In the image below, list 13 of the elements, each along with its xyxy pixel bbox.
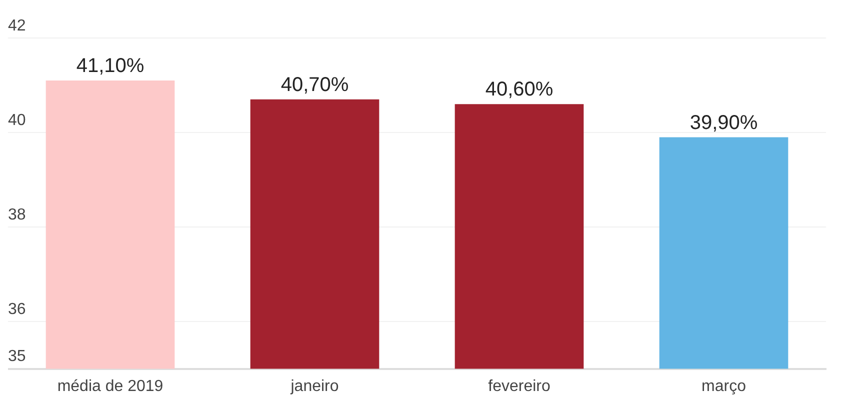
- x-tick-label: fevereiro: [488, 378, 550, 395]
- data-label: 41,10%: [76, 55, 144, 78]
- x-tick-label: média de 2019: [57, 378, 164, 395]
- data-label: 40,60%: [485, 78, 554, 101]
- x-tick-label: março: [702, 378, 746, 395]
- y-tick-label: 36: [8, 300, 26, 318]
- data-label: 40,70%: [280, 74, 349, 96]
- data-label: 39,90%: [690, 112, 758, 134]
- x-tick-label: janeiro: [290, 378, 339, 395]
- y-tick-label: 42: [8, 17, 26, 34]
- y-tick-label: 40: [8, 112, 26, 129]
- y-tick-label: 35: [8, 348, 26, 366]
- y-tick-label: 38: [8, 206, 26, 224]
